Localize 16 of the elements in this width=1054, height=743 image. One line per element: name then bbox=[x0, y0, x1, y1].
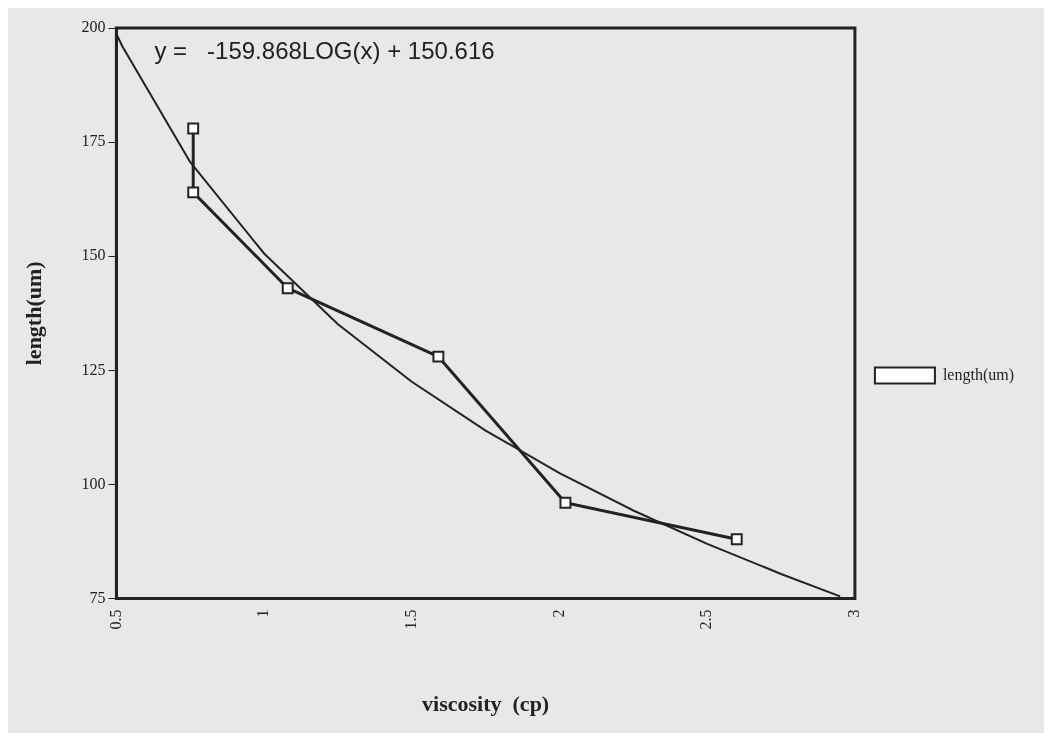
y-axis-title: length(um) bbox=[20, 261, 46, 366]
x-tick-label: 2 bbox=[549, 609, 567, 618]
y-tick-label: 150 bbox=[81, 246, 106, 264]
x-axis-title: viscosity (cp) bbox=[422, 691, 550, 717]
y-tick-label: 100 bbox=[81, 474, 106, 492]
legend-label: length(um) bbox=[942, 365, 1014, 384]
x-tick-label: 0.5 bbox=[106, 609, 124, 630]
x-tick-label: 2.5 bbox=[697, 609, 715, 630]
y-tick-label: 125 bbox=[81, 360, 106, 378]
y-tick-label: 175 bbox=[81, 132, 106, 150]
y-tick-label: 200 bbox=[81, 18, 106, 36]
x-tick-label: 1 bbox=[254, 609, 272, 618]
y-tick-label: 75 bbox=[89, 588, 106, 606]
annotation: y = -159.868LOG(x) + 150.616 bbox=[154, 36, 495, 64]
x-tick-label: 3 bbox=[845, 609, 863, 618]
x-tick-label: 1.5 bbox=[402, 609, 420, 630]
